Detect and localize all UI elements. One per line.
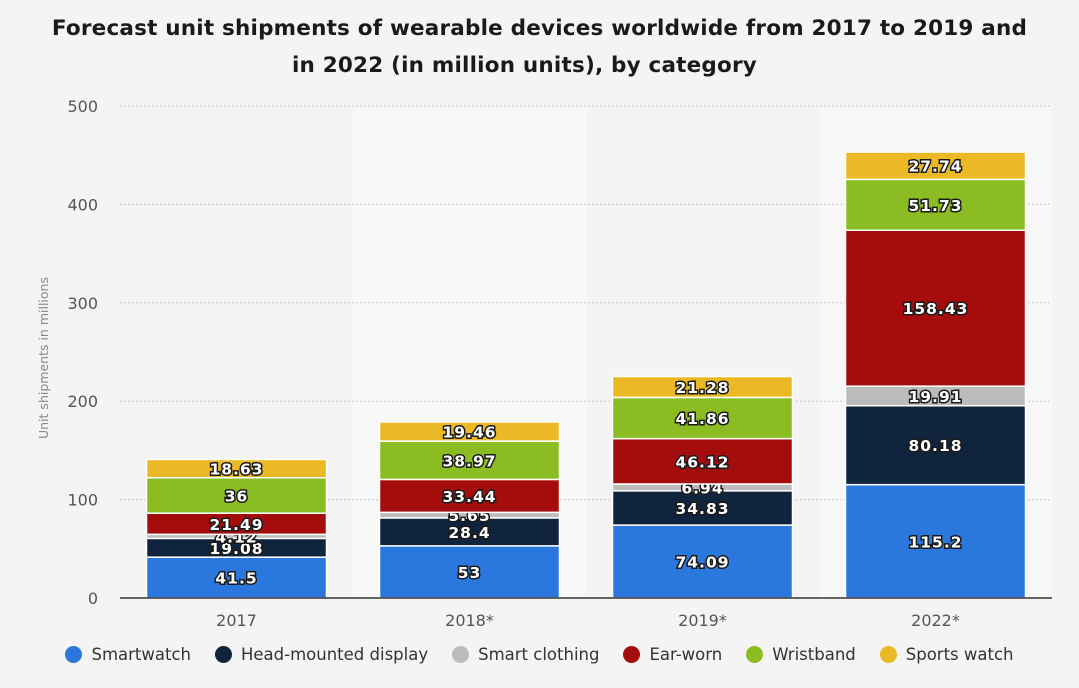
data-label: 74.09 <box>675 554 729 572</box>
chart-title-line2: in 2022 (in million units), by category <box>291 53 758 78</box>
bar-segment <box>844 178 1027 232</box>
data-label: 19.46 <box>442 424 496 442</box>
legend-item[interactable]: Smart clothing <box>452 645 599 664</box>
y-tick-label: 300 <box>67 294 98 313</box>
data-label: 21.49 <box>209 516 263 534</box>
x-tick-label: 2022* <box>911 611 960 630</box>
legend-label: Smart clothing <box>478 645 600 664</box>
data-label: 115.2 <box>908 533 962 551</box>
stacked-bar-chart: 0 100 200 300 400 500 Unit shipments in millio… <box>36 97 1052 630</box>
legend-label: Smartwatch <box>91 645 191 664</box>
bar-segment <box>378 478 561 514</box>
legend-label: Sports watch <box>905 645 1014 664</box>
y-tick-label: 500 <box>67 97 98 116</box>
data-label: 19.91 <box>908 388 962 406</box>
y-axis-label: Unit shipments in millions <box>36 277 51 439</box>
legend-swatch-icon <box>746 646 764 663</box>
data-label: 53 <box>458 564 482 582</box>
legend-swatch-icon <box>452 646 470 663</box>
legend-swatch-icon <box>879 646 897 663</box>
data-label: 46.12 <box>675 453 729 471</box>
legend-label: Ear-worn <box>649 645 723 664</box>
y-tick-label: 200 <box>67 392 98 411</box>
data-label: 28.4 <box>448 524 490 542</box>
data-label: 34.83 <box>675 500 729 518</box>
bar-segment <box>611 396 794 440</box>
bar-segment <box>844 229 1027 387</box>
data-label: 41.86 <box>675 410 729 428</box>
data-label: 21.28 <box>675 379 729 397</box>
x-tick-label: 2019* <box>678 611 727 630</box>
bar-segment <box>611 375 794 399</box>
legend-label: Head-mounted display <box>241 645 429 664</box>
bar-segment <box>844 404 1027 486</box>
data-label: 158.43 <box>903 300 969 318</box>
legend-swatch-icon <box>623 646 641 663</box>
legend-swatch-icon <box>65 646 83 663</box>
legend-swatch-icon <box>215 646 232 663</box>
data-label: 36 <box>225 487 249 505</box>
bar-segment <box>611 524 794 599</box>
data-label: 33.44 <box>442 488 496 506</box>
bar-segment <box>611 490 794 526</box>
bar-segment <box>844 151 1027 181</box>
legend-label: Wristband <box>772 645 856 664</box>
bar-segment <box>145 458 328 479</box>
data-label: 41.5 <box>215 570 257 588</box>
legend-item[interactable]: Ear-worn <box>623 645 722 664</box>
bar-segment <box>378 421 561 442</box>
chart-title-line1: Forecast unit shipments of wearable devi… <box>51 16 1028 41</box>
legend-item[interactable]: Smartwatch <box>65 645 191 664</box>
data-label: 80.18 <box>908 437 962 455</box>
legend-item[interactable]: Sports watch <box>879 645 1014 664</box>
data-label: 51.73 <box>908 197 962 215</box>
y-tick-label: 100 <box>67 491 98 510</box>
legend-item[interactable]: Wristband <box>746 645 856 664</box>
x-tick-label: 2017 <box>216 611 257 630</box>
bar-segment <box>145 556 328 599</box>
legend-item[interactable]: Head-mounted display <box>215 645 428 664</box>
chart-title: Forecast unit shipments of wearable devi… <box>0 10 1079 84</box>
data-label: 27.74 <box>908 158 962 176</box>
data-label: 18.63 <box>209 461 263 479</box>
y-tick-label: 0 <box>88 589 98 608</box>
x-tick-label: 2018* <box>445 611 494 630</box>
y-tick-label: 400 <box>67 195 98 214</box>
chart-legend: Smartwatch Head-mounted display Smart clot… <box>0 645 1079 664</box>
bar-segment <box>844 483 1027 599</box>
data-label: 38.97 <box>442 452 496 470</box>
data-label: 19.08 <box>209 540 263 558</box>
